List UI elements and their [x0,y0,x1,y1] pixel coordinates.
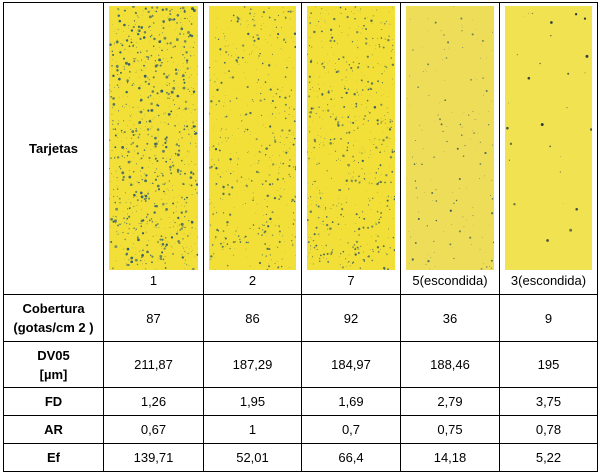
card-label-7: 7 [347,273,355,288]
card-label-3: 3(escondida) [510,273,587,288]
row-header-coverage-line2: (gotas/cm 2 ) [13,320,94,335]
ar-value: 1 [203,415,302,444]
dv05-value: 188,46 [400,341,500,388]
coverage-value: 9 [499,294,598,342]
coverage-value: 86 [203,294,302,342]
fd-value: 1,95 [203,387,302,416]
fd-value: 1,26 [103,387,204,416]
spray-card-image-3 [505,6,592,270]
spray-card-image-5 [406,6,494,270]
ef-value: 52,01 [203,443,302,472]
card-label-1: 1 [149,273,158,288]
coverage-value: 36 [400,294,500,342]
row-header-dv05-line1: DV05 [37,347,70,363]
droplet-pattern-3 [506,12,592,242]
ef-value: 5,22 [499,443,598,472]
spray-card-image-1 [109,6,198,270]
ar-value: 0,67 [103,415,204,444]
spray-card-image-7 [307,6,395,270]
row-header-ar: AR [3,415,104,444]
card-cell-7: 7 [301,2,401,295]
ef-value: 139,71 [103,443,204,472]
card-label-5: 5(escondida) [412,273,488,288]
fd-value: 2,79 [400,387,500,416]
ef-value: 14,18 [400,443,500,472]
row-header-fd: FD [3,387,104,416]
droplet-pattern-1 [109,6,198,270]
row-header-coverage: Cobertura (gotas/cm 2 ) [3,294,104,342]
droplet-pattern-5 [406,6,494,270]
row-header-ef: Ef [3,443,104,472]
dv05-row: DV05 [µm] 211,87 187,29 184,97 188,46 195 [3,341,598,388]
ef-row: Ef 139,71 52,01 66,4 14,18 5,22 [3,443,598,472]
dv05-value: 184,97 [301,341,401,388]
coverage-value: 92 [301,294,401,342]
row-header-dv05-line2: [µm] [39,366,68,382]
ar-row: AR 0,67 1 0,7 0,75 0,78 [3,415,598,444]
card-cell-3: 3(escondida) [499,2,598,295]
dv05-value: 187,29 [203,341,302,388]
ar-value: 0,75 [400,415,500,444]
dv05-value: 211,87 [103,341,204,388]
spray-card-image-2 [209,6,296,270]
coverage-value: 87 [103,294,204,342]
dv05-value: 195 [499,341,598,388]
cards-row: Tarjetas 1 2 7 5(escondida) 3(escondida) [3,2,598,295]
ef-value: 66,4 [301,443,401,472]
card-cell-1: 1 [103,2,204,295]
card-cell-5: 5(escondida) [400,2,500,295]
row-header-coverage-line1: Cobertura [22,301,85,316]
ar-value: 0,7 [301,415,401,444]
row-header-cards: Tarjetas [3,2,104,295]
card-label-2: 2 [248,273,257,288]
coverage-row: Cobertura (gotas/cm 2 ) 87 86 92 36 9 [3,294,598,342]
row-header-dv05: DV05 [µm] [3,341,104,388]
spray-card-results-table: Tarjetas 1 2 7 5(escondida) 3(escondida)… [3,2,598,472]
ar-value: 0,78 [499,415,598,444]
droplet-pattern-2 [209,6,296,270]
card-cell-2: 2 [203,2,302,295]
droplet-pattern-7 [307,6,395,270]
fd-row: FD 1,26 1,95 1,69 2,79 3,75 [3,387,598,416]
fd-value: 1,69 [301,387,401,416]
fd-value: 3,75 [499,387,598,416]
row-header-cards-label: Tarjetas [29,141,78,156]
